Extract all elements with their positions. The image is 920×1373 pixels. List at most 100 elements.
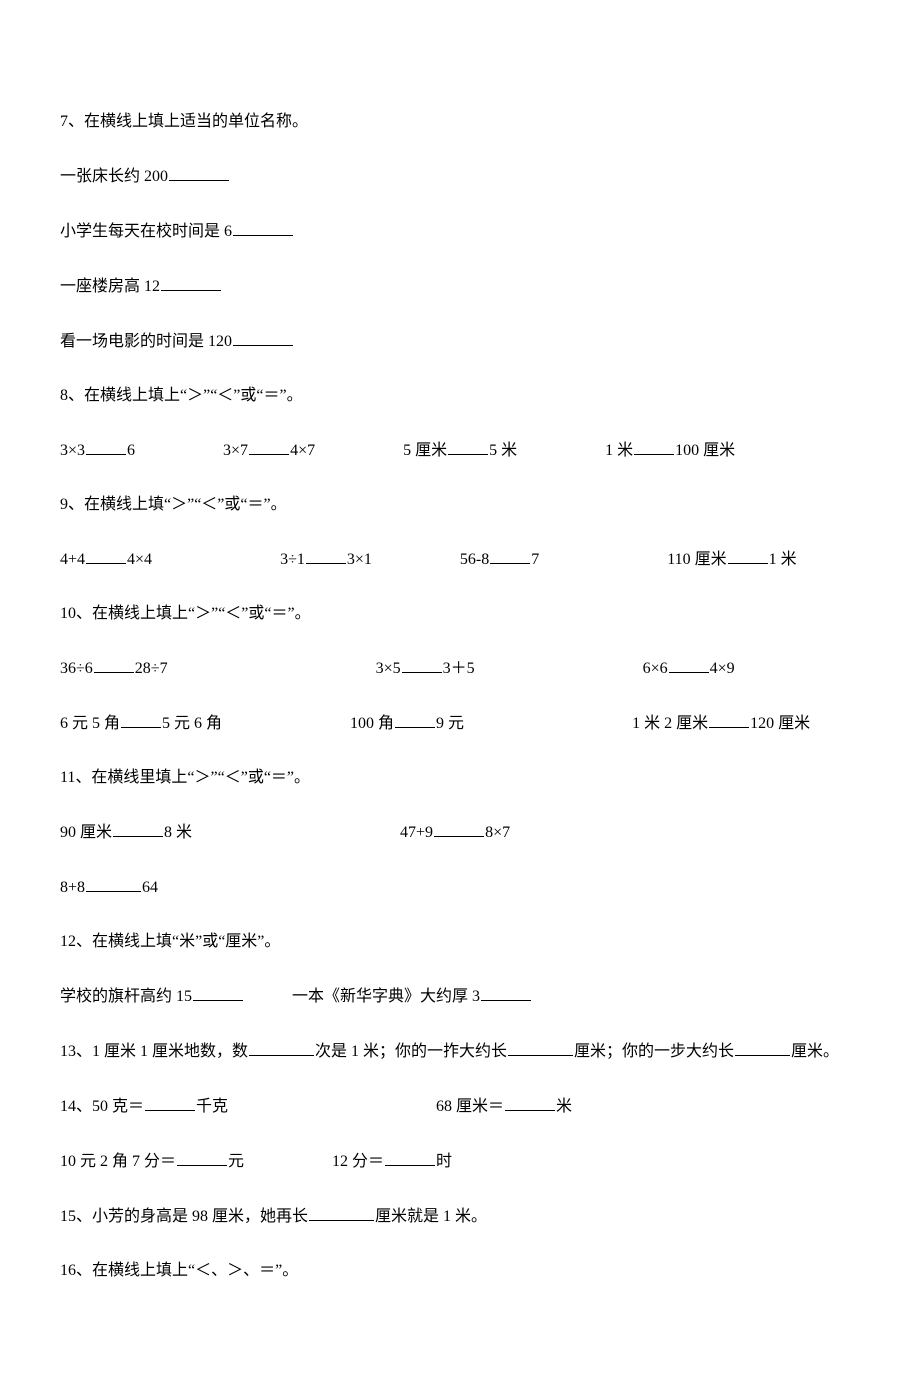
- q7-title: 7、在横线上填上适当的单位名称。: [60, 110, 860, 134]
- q7-line4: 看一场电影的时间是 120: [60, 329, 860, 354]
- q11-b1: 47+9: [400, 824, 433, 841]
- blank[interactable]: [233, 219, 293, 236]
- q11-b2: 8×7: [485, 824, 510, 841]
- q12-a: 学校的旗杆高约 15: [60, 988, 192, 1005]
- q10-a2: 28÷7: [135, 660, 168, 677]
- blank[interactable]: [121, 711, 161, 728]
- q11-c1: 8+8: [60, 879, 85, 896]
- q7-l2-text: 小学生每天在校时间是 6: [60, 223, 232, 240]
- q7-line3: 一座楼房高 12: [60, 274, 860, 299]
- q14-row2: 10 元 2 角 7 分＝ 元 12 分＝ 时: [60, 1149, 860, 1174]
- blank[interactable]: [385, 1149, 435, 1166]
- q9-d1: 110 厘米: [667, 551, 726, 568]
- q9-b1: 3÷1: [280, 551, 305, 568]
- q7-l3-text: 一座楼房高 12: [60, 278, 160, 295]
- q10-f2: 120 厘米: [750, 715, 810, 732]
- q8-a2: 6: [127, 442, 135, 459]
- blank[interactable]: [309, 1204, 374, 1221]
- q13-p3: 厘米；你的一步大约长: [574, 1043, 734, 1060]
- q8-c2: 5 米: [489, 442, 517, 459]
- q15-row: 15、小芳的身高是 98 厘米，她再长厘米就是 1 米。: [60, 1204, 860, 1229]
- blank[interactable]: [249, 1039, 314, 1056]
- q10-row2: 6 元 5 角5 元 6 角 100 角9 元 1 米 2 厘米120 厘米: [60, 711, 860, 736]
- blank[interactable]: [113, 820, 163, 837]
- blank[interactable]: [161, 274, 221, 291]
- q14-a2: 千克: [196, 1098, 228, 1115]
- blank[interactable]: [177, 1149, 227, 1166]
- q8-title: 8、在横线上填上“＞”“＜”或“＝”。: [60, 384, 860, 408]
- q14-a1: 14、50 克＝: [60, 1098, 144, 1115]
- q14-b1: 68 厘米＝: [436, 1098, 504, 1115]
- q12-b: 一本《新华字典》大约厚 3: [292, 988, 480, 1005]
- blank[interactable]: [193, 984, 243, 1001]
- q12-title: 12、在横线上填“米”或“厘米”。: [60, 930, 860, 954]
- q11-title: 11、在横线里填上“＞”“＜”或“＝”。: [60, 766, 860, 790]
- blank[interactable]: [634, 438, 674, 455]
- q10-e1: 100 角: [350, 715, 394, 732]
- q8-d2: 100 厘米: [675, 442, 735, 459]
- blank[interactable]: [86, 875, 141, 892]
- blank[interactable]: [508, 1039, 573, 1056]
- q9-c1: 56-8: [460, 551, 489, 568]
- blank[interactable]: [145, 1094, 195, 1111]
- q11-row1: 90 厘米8 米 47+98×7: [60, 820, 860, 845]
- q10-b2: 3＋5: [443, 660, 475, 677]
- q9-b2: 3×1: [347, 551, 372, 568]
- blank[interactable]: [86, 547, 126, 564]
- q12-row: 学校的旗杆高约 15 一本《新华字典》大约厚 3: [60, 984, 860, 1009]
- q10-f1: 1 米 2 厘米: [632, 715, 708, 732]
- q11-c2: 64: [142, 879, 158, 896]
- q7-line2: 小学生每天在校时间是 6: [60, 219, 860, 244]
- q9-row: 4+4 4×4 3÷1 3×1 56-8 7 110 厘米 1 米: [60, 547, 860, 572]
- blank[interactable]: [669, 656, 709, 673]
- q14-c2: 元: [228, 1153, 244, 1170]
- blank[interactable]: [735, 1039, 790, 1056]
- q10-row1: 36÷6 28÷7 3×5 3＋5 6×6 4×9: [60, 656, 860, 681]
- blank[interactable]: [395, 711, 435, 728]
- q13-row: 13、1 厘米 1 厘米地数，数次是 1 米；你的一拃大约长厘米；你的一步大约长…: [60, 1039, 860, 1064]
- blank[interactable]: [434, 820, 484, 837]
- q9-a2: 4×4: [127, 551, 152, 568]
- q8-d1: 1 米: [605, 442, 633, 459]
- q9-title: 9、在横线上填“＞”“＜”或“＝”。: [60, 493, 860, 517]
- blank[interactable]: [169, 164, 229, 181]
- q7-l1-text: 一张床长约 200: [60, 168, 168, 185]
- q7-line1: 一张床长约 200: [60, 164, 860, 189]
- blank[interactable]: [249, 438, 289, 455]
- q9-c2: 7: [531, 551, 539, 568]
- q10-b1: 3×5: [376, 660, 401, 677]
- q8-row: 3×3 6 3×7 4×7 5 厘米 5 米 1 米 100 厘米: [60, 438, 860, 463]
- blank[interactable]: [94, 656, 134, 673]
- q10-d1: 6 元 5 角: [60, 715, 120, 732]
- blank[interactable]: [402, 656, 442, 673]
- q10-title: 10、在横线上填上“＞”“＜”或“＝”。: [60, 602, 860, 626]
- q14-row1: 14、50 克＝千克 68 厘米＝米: [60, 1094, 860, 1119]
- blank[interactable]: [728, 547, 768, 564]
- q11-a2: 8 米: [164, 824, 192, 841]
- blank[interactable]: [709, 711, 749, 728]
- q10-d2: 5 元 6 角: [162, 715, 222, 732]
- q8-c1: 5 厘米: [403, 442, 447, 459]
- q16-title: 16、在横线上填上“＜、＞、＝”。: [60, 1259, 860, 1283]
- q14-d2: 时: [436, 1153, 452, 1170]
- blank[interactable]: [490, 547, 530, 564]
- q10-c1: 6×6: [643, 660, 668, 677]
- blank[interactable]: [306, 547, 346, 564]
- q11-row2: 8+8 64: [60, 875, 860, 900]
- q10-a1: 36÷6: [60, 660, 93, 677]
- blank[interactable]: [233, 329, 293, 346]
- q14-d1: 12 分＝: [332, 1153, 384, 1170]
- blank[interactable]: [448, 438, 488, 455]
- q8-b2: 4×7: [290, 442, 315, 459]
- q8-a1: 3×3: [60, 442, 85, 459]
- q13-p2: 次是 1 米；你的一拃大约长: [315, 1043, 507, 1060]
- q13-p4: 厘米。: [791, 1043, 839, 1060]
- q14-c1: 10 元 2 角 7 分＝: [60, 1153, 176, 1170]
- blank[interactable]: [505, 1094, 555, 1111]
- blank[interactable]: [86, 438, 126, 455]
- q8-b1: 3×7: [223, 442, 248, 459]
- q10-c2: 4×9: [710, 660, 735, 677]
- blank[interactable]: [481, 984, 531, 1001]
- q9-a1: 4+4: [60, 551, 85, 568]
- q9-d2: 1 米: [769, 551, 797, 568]
